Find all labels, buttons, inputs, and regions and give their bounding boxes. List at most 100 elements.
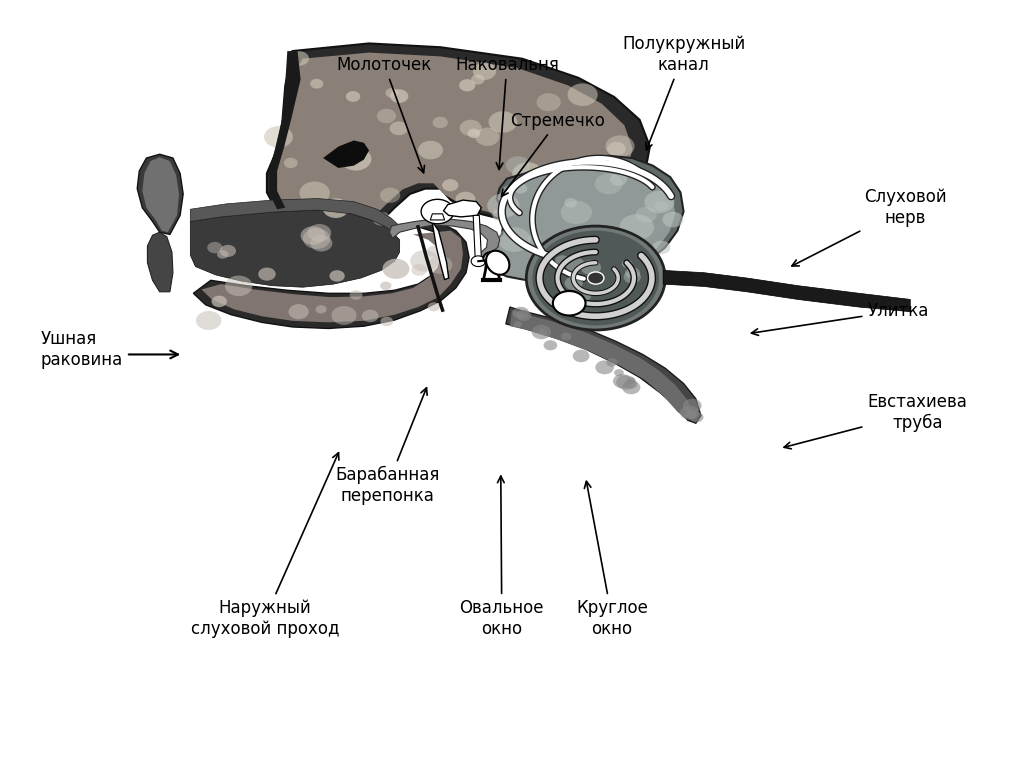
Text: Круглое
окно: Круглое окно [577, 482, 648, 638]
Circle shape [561, 333, 571, 341]
Circle shape [377, 109, 396, 123]
Polygon shape [324, 140, 369, 168]
Circle shape [459, 79, 475, 91]
Circle shape [432, 117, 447, 128]
Circle shape [212, 295, 227, 307]
Circle shape [225, 275, 253, 296]
Circle shape [442, 179, 459, 191]
Circle shape [531, 324, 551, 339]
Circle shape [483, 252, 500, 265]
Circle shape [323, 199, 349, 218]
Circle shape [539, 329, 548, 335]
Circle shape [390, 89, 409, 103]
Circle shape [506, 156, 530, 174]
Circle shape [532, 210, 557, 229]
Circle shape [680, 406, 699, 420]
Polygon shape [137, 154, 183, 235]
Circle shape [564, 198, 578, 208]
Circle shape [690, 412, 703, 423]
Polygon shape [389, 219, 500, 258]
Circle shape [196, 311, 221, 330]
Circle shape [595, 360, 614, 374]
Circle shape [264, 126, 293, 148]
Circle shape [315, 305, 327, 314]
Circle shape [330, 270, 345, 281]
Circle shape [471, 256, 485, 267]
Circle shape [624, 271, 641, 284]
Text: Наружный
слуховой проход: Наружный слуховой проход [190, 453, 339, 638]
Circle shape [607, 142, 626, 156]
Circle shape [613, 374, 632, 388]
Ellipse shape [486, 251, 509, 275]
Polygon shape [443, 200, 481, 217]
Circle shape [620, 214, 654, 240]
Circle shape [332, 306, 356, 325]
Circle shape [622, 260, 633, 268]
Circle shape [564, 277, 583, 290]
Circle shape [555, 255, 569, 266]
Circle shape [258, 268, 275, 281]
Circle shape [625, 268, 640, 278]
Circle shape [526, 226, 666, 330]
Circle shape [652, 241, 671, 254]
Circle shape [290, 51, 309, 66]
Circle shape [381, 317, 393, 326]
Circle shape [303, 229, 331, 249]
Circle shape [498, 227, 530, 252]
Polygon shape [190, 199, 399, 232]
Circle shape [532, 231, 659, 325]
Circle shape [475, 127, 500, 146]
Polygon shape [194, 223, 469, 328]
Circle shape [217, 250, 228, 258]
Polygon shape [506, 307, 700, 423]
Circle shape [361, 310, 379, 322]
Circle shape [468, 129, 480, 138]
Circle shape [610, 173, 627, 186]
Circle shape [307, 224, 331, 242]
Circle shape [606, 358, 617, 367]
Text: Наковальня: Наковальня [455, 56, 559, 170]
Circle shape [516, 310, 531, 321]
Circle shape [207, 242, 222, 253]
Circle shape [616, 161, 638, 178]
Text: Евстахиева
труба: Евстахиева труба [784, 393, 968, 449]
Circle shape [627, 261, 659, 285]
Circle shape [552, 190, 572, 205]
Circle shape [654, 201, 668, 211]
Text: Улитка: Улитка [752, 302, 929, 335]
Circle shape [573, 288, 592, 302]
Circle shape [456, 192, 475, 206]
Polygon shape [664, 271, 910, 311]
Polygon shape [202, 231, 463, 322]
Circle shape [284, 158, 298, 168]
Circle shape [614, 369, 624, 377]
Polygon shape [147, 232, 173, 291]
Polygon shape [510, 310, 692, 419]
Polygon shape [432, 222, 449, 279]
Circle shape [625, 380, 637, 389]
Circle shape [421, 199, 454, 224]
Circle shape [552, 266, 573, 282]
Circle shape [595, 173, 623, 194]
Circle shape [565, 257, 585, 272]
Circle shape [427, 245, 441, 257]
Polygon shape [271, 53, 633, 230]
Circle shape [561, 201, 592, 224]
Text: Барабанная
перепонка: Барабанная перепонка [335, 388, 439, 505]
Circle shape [581, 260, 601, 275]
Polygon shape [267, 44, 650, 235]
Circle shape [383, 258, 410, 279]
Circle shape [644, 191, 675, 213]
Circle shape [349, 290, 362, 300]
Circle shape [635, 206, 656, 222]
Circle shape [346, 91, 360, 102]
Circle shape [380, 281, 391, 290]
Circle shape [418, 140, 443, 160]
Circle shape [310, 235, 333, 252]
Circle shape [220, 245, 236, 257]
Circle shape [567, 84, 598, 106]
Text: Ушная
раковина: Ушная раковина [40, 330, 123, 368]
Polygon shape [430, 214, 444, 220]
Circle shape [544, 340, 557, 351]
Circle shape [683, 399, 701, 413]
